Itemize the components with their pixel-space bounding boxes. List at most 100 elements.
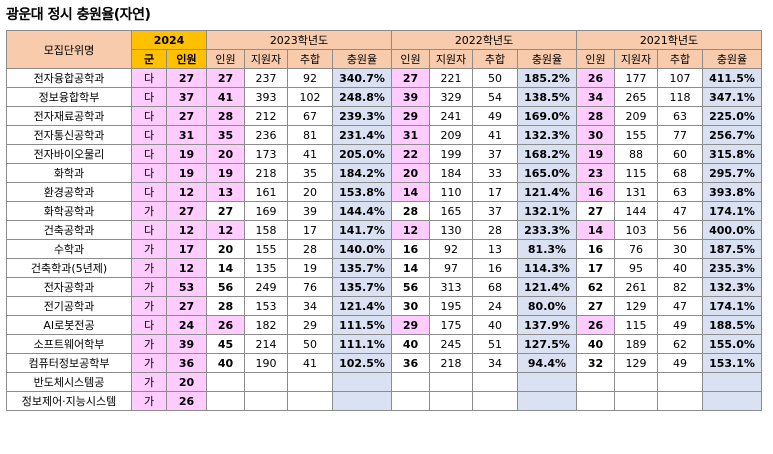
table-row: 화학과 다 19 19 218 35 184.2% 20 184 33 165.0% 23 115 68 2…: [6, 163, 762, 183]
seats-2023-cell: 12: [206, 220, 245, 240]
header-2022: 2022학년도: [391, 30, 577, 50]
applicants-2023-cell: 169: [244, 201, 288, 221]
table-row: 반도체시스템공 가 20: [6, 372, 762, 392]
applicants-2021-cell: 76: [614, 239, 658, 259]
seats-2024-cell: 31: [166, 125, 207, 145]
applicants-2023-cell: 249: [244, 277, 288, 297]
added-2022-cell: 49: [472, 106, 518, 126]
added-2021-cell: 56: [657, 220, 703, 240]
applicants-2022-cell: 110: [429, 182, 473, 202]
header-applicants-2021: 지원자: [614, 49, 658, 69]
added-2022-cell: [472, 391, 518, 411]
group-cell: 가: [131, 258, 167, 278]
added-2021-cell: 47: [657, 201, 703, 221]
unit-name-cell: 화학공학과: [6, 201, 132, 221]
applicants-2023-cell: 182: [244, 315, 288, 335]
rate-2023-cell: 248.8%: [332, 87, 392, 107]
rate-2023-cell: 121.4%: [332, 296, 392, 316]
seats-2021-cell: 16: [576, 182, 615, 202]
rate-2023-cell: 111.1%: [332, 334, 392, 354]
unit-name-cell: 전자재료공학과: [6, 106, 132, 126]
rate-2022-cell: [517, 372, 577, 392]
added-2023-cell: 20: [287, 182, 333, 202]
rate-2023-cell: 102.5%: [332, 353, 392, 373]
seats-2022-cell: 20: [391, 163, 430, 183]
group-cell: 다: [131, 87, 167, 107]
seats-2022-cell: 14: [391, 182, 430, 202]
rate-2023-cell: 135.7%: [332, 258, 392, 278]
added-2023-cell: 41: [287, 353, 333, 373]
rate-2023-cell: 340.7%: [332, 68, 392, 88]
seats-2024-cell: 36: [166, 353, 207, 373]
seats-2023-cell: 14: [206, 258, 245, 278]
added-2021-cell: 30: [657, 239, 703, 259]
applicants-2023-cell: [244, 391, 288, 411]
header-rate-2023: 충원율: [332, 49, 392, 69]
rate-2022-cell: 132.3%: [517, 125, 577, 145]
seats-2021-cell: 40: [576, 334, 615, 354]
seats-2021-cell: 27: [576, 201, 615, 221]
seats-2022-cell: 29: [391, 315, 430, 335]
applicants-2023-cell: 173: [244, 144, 288, 164]
seats-2021-cell: 16: [576, 239, 615, 259]
applicants-2021-cell: 265: [614, 87, 658, 107]
added-2023-cell: 28: [287, 239, 333, 259]
page-title: 광운대 정시 충원율(자연): [6, 7, 151, 23]
added-2022-cell: 24: [472, 296, 518, 316]
seats-2024-cell: 27: [166, 201, 207, 221]
seats-2021-cell: 14: [576, 220, 615, 240]
seats-2023-cell: 45: [206, 334, 245, 354]
header-group: 군: [131, 49, 167, 69]
applicants-2023-cell: 161: [244, 182, 288, 202]
added-2023-cell: 19: [287, 258, 333, 278]
applicants-2023-cell: 218: [244, 163, 288, 183]
group-cell: 다: [131, 144, 167, 164]
unit-name-cell: 건축학과(5년제): [6, 258, 132, 278]
added-2022-cell: 51: [472, 334, 518, 354]
applicants-2021-cell: 115: [614, 315, 658, 335]
group-cell: 다: [131, 182, 167, 202]
applicants-2022-cell: 199: [429, 144, 473, 164]
seats-2023-cell: 28: [206, 106, 245, 126]
group-cell: 가: [131, 391, 167, 411]
seats-2023-cell: 13: [206, 182, 245, 202]
applicants-2023-cell: 236: [244, 125, 288, 145]
applicants-2022-cell: 218: [429, 353, 473, 373]
added-2023-cell: 92: [287, 68, 333, 88]
applicants-2022-cell: 130: [429, 220, 473, 240]
added-2022-cell: 34: [472, 353, 518, 373]
applicants-2022-cell: 245: [429, 334, 473, 354]
rate-2023-cell: 153.8%: [332, 182, 392, 202]
applicants-2021-cell: [614, 372, 658, 392]
rate-2021-cell: 155.0%: [702, 334, 762, 354]
table-row: 전자통신공학과 다 31 35 236 81 231.4% 31 209 41 132.3% 30 15…: [6, 125, 762, 145]
seats-2021-cell: 28: [576, 106, 615, 126]
rate-2023-cell: 140.0%: [332, 239, 392, 259]
table-row: 소프트웨어학부 가 39 45 214 50 111.1% 40 245 51 127.5% 40 18…: [6, 334, 762, 354]
added-2023-cell: 102: [287, 87, 333, 107]
applicants-2021-cell: 261: [614, 277, 658, 297]
applicants-2021-cell: 95: [614, 258, 658, 278]
seats-2023-cell: [206, 372, 245, 392]
unit-name-cell: 전자공학과: [6, 277, 132, 297]
table-row: 환경공학과 다 12 13 161 20 153.8% 14 110 17 121.4% 16 131 6…: [6, 182, 762, 202]
seats-2024-cell: 12: [166, 220, 207, 240]
group-cell: 가: [131, 277, 167, 297]
table-row: 화학공학과 가 27 27 169 39 144.4% 28 165 37 132.1% 27 144 4…: [6, 201, 762, 221]
seats-2023-cell: 40: [206, 353, 245, 373]
seats-2024-cell: 20: [166, 372, 207, 392]
group-cell: 가: [131, 296, 167, 316]
admission-table: 모집단위명 2024 2023학년도 2022학년도 2021학년도 군 인원 …: [6, 30, 762, 411]
seats-2023-cell: 28: [206, 296, 245, 316]
unit-name-cell: 건축공학과: [6, 220, 132, 240]
seats-2023-cell: 27: [206, 201, 245, 221]
applicants-2023-cell: 153: [244, 296, 288, 316]
applicants-2023-cell: [244, 372, 288, 392]
rate-2022-cell: 94.4%: [517, 353, 577, 373]
group-cell: 다: [131, 68, 167, 88]
table-row: 전자융합공학과 다 27 27 237 92 340.7% 27 221 50 185.2% 26 17…: [6, 68, 762, 88]
added-2021-cell: 68: [657, 163, 703, 183]
rate-2023-cell: [332, 391, 392, 411]
header-seats-2022: 인원: [391, 49, 430, 69]
header-applicants-2022: 지원자: [429, 49, 473, 69]
